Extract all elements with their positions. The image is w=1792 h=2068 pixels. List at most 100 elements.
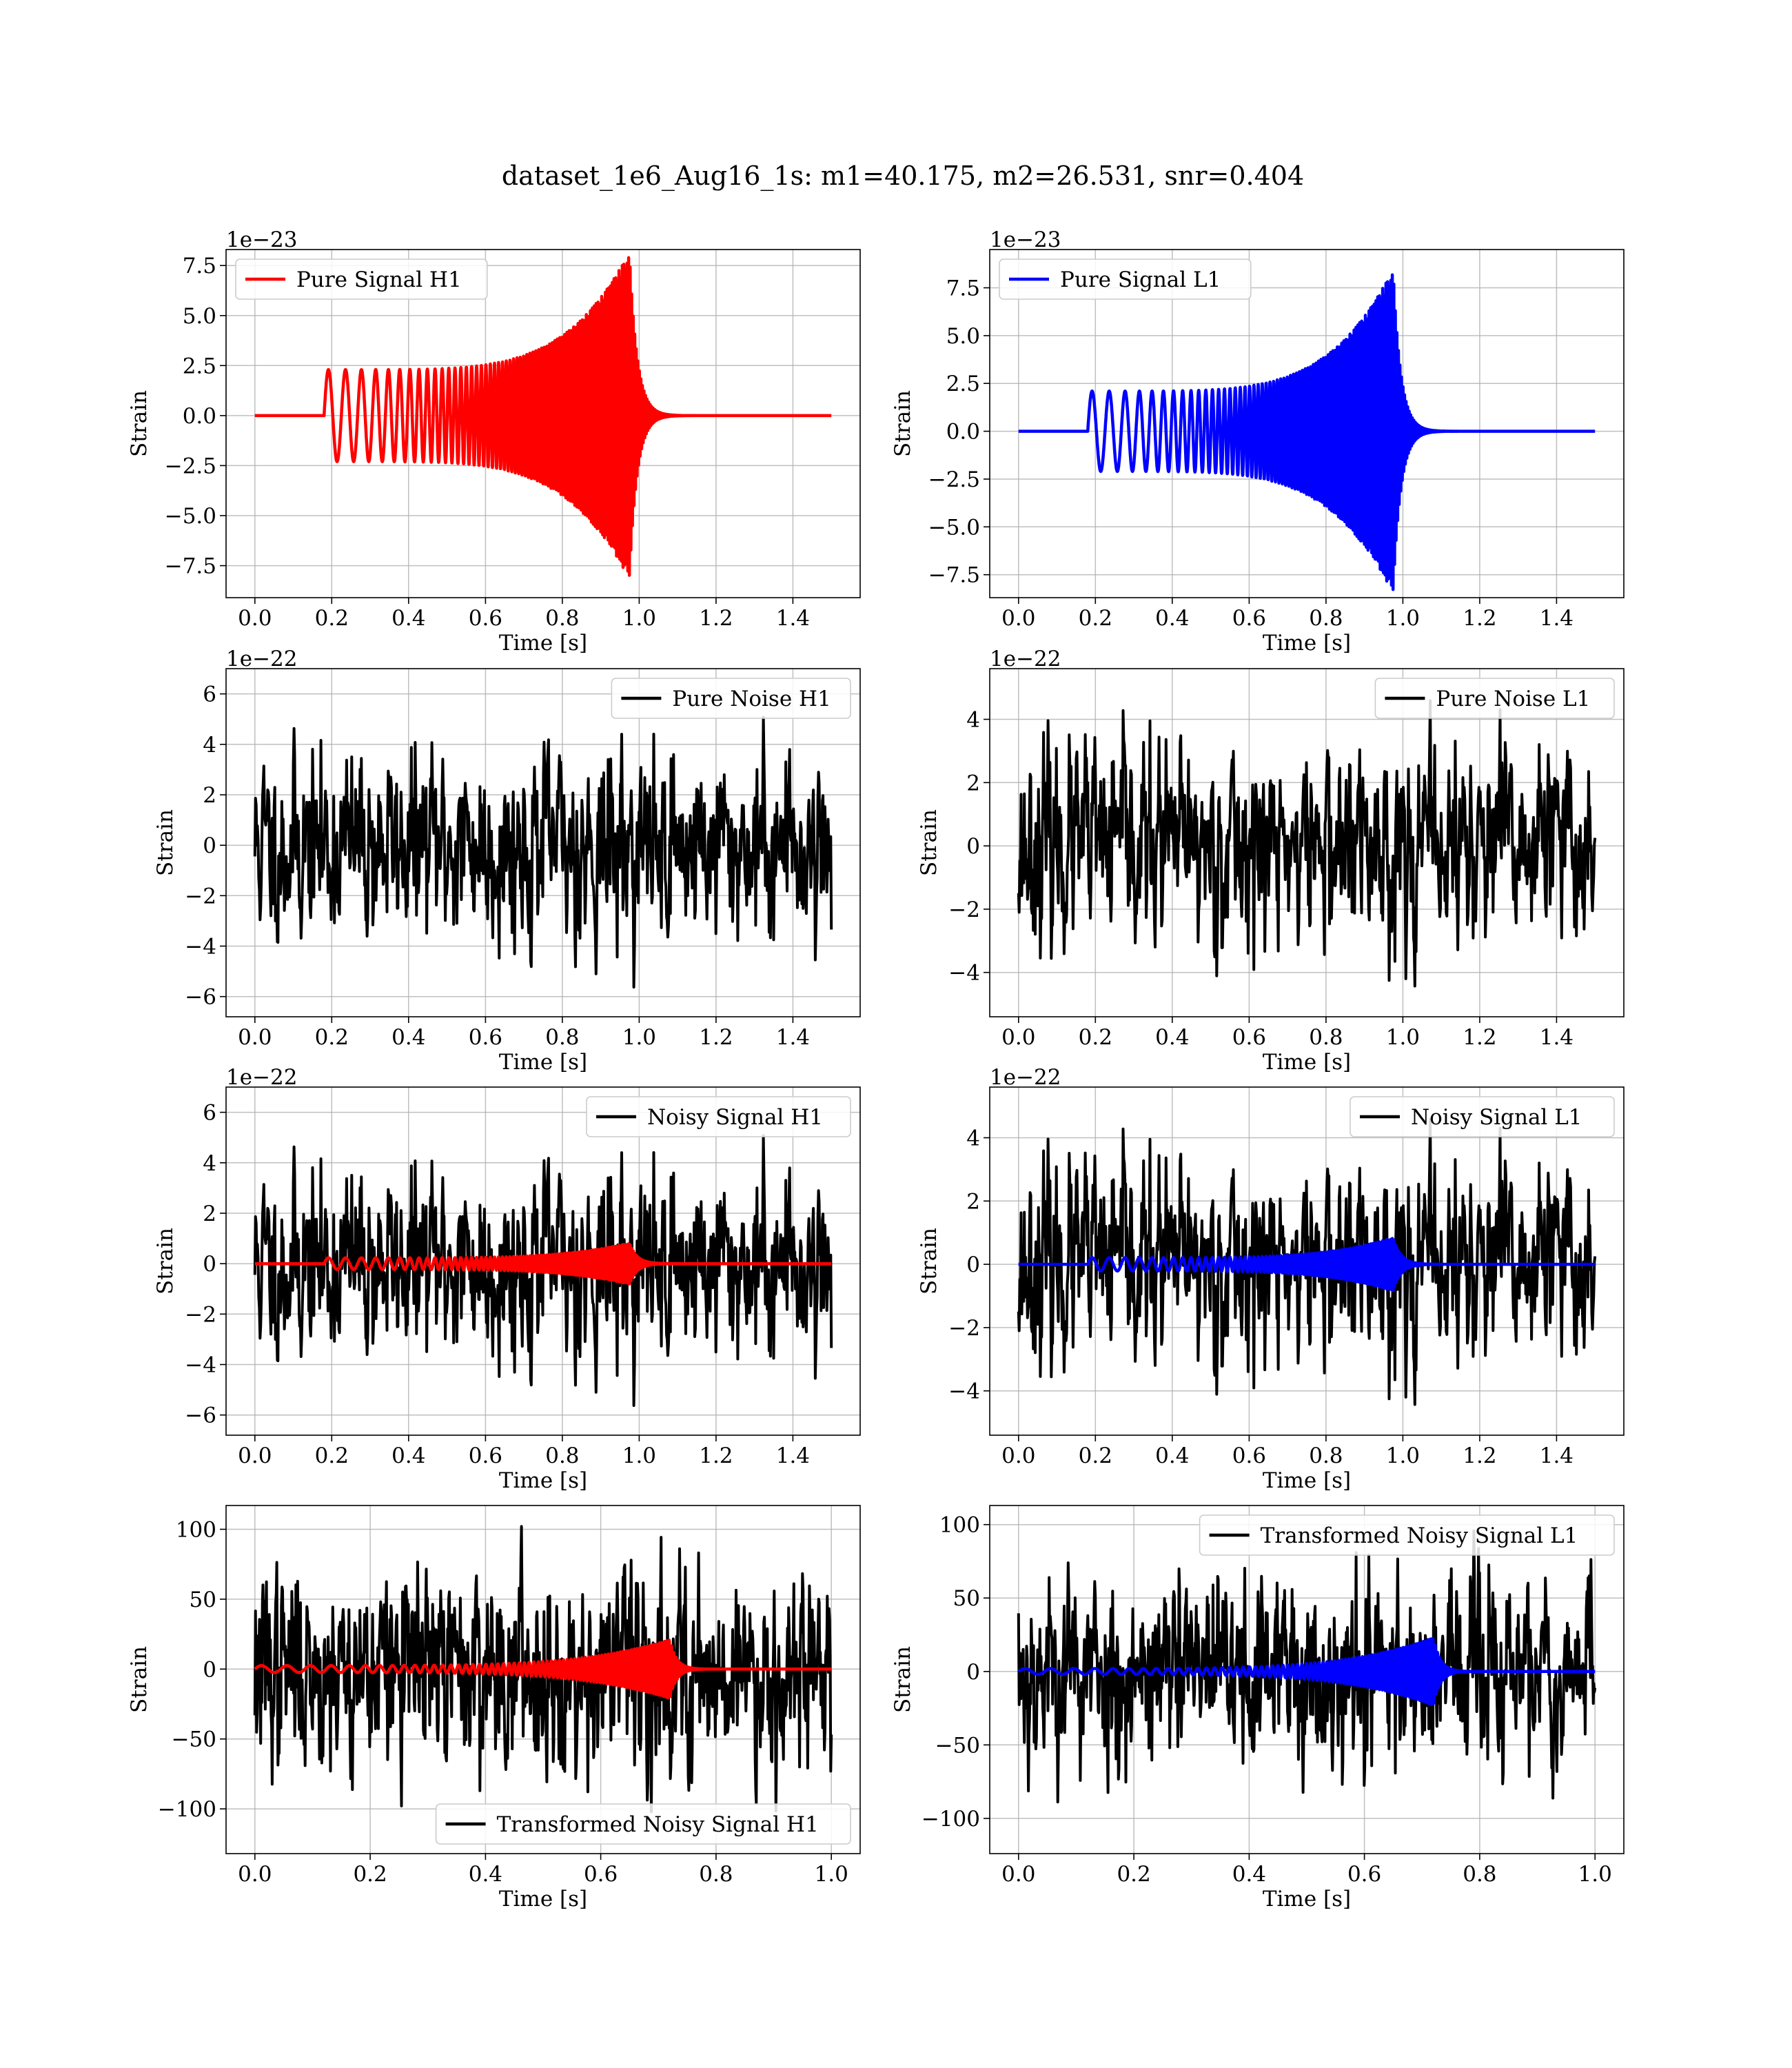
y-tick-label: 100 [939, 1513, 980, 1538]
x-tick-label: 0.0 [238, 1862, 272, 1887]
series-overlay-chirp-line [1017, 1237, 1597, 1292]
x-tick-label: 1.2 [699, 1025, 733, 1050]
x-tick-label: 1.4 [776, 1443, 810, 1468]
y-axis-label: Strain [153, 1228, 178, 1295]
y-tick-label: 0.0 [183, 404, 216, 429]
x-axis-label: Time [s] [499, 1050, 587, 1075]
legend-box [586, 1096, 851, 1137]
y-tick-label: −6 [185, 985, 216, 1010]
legend: Pure Noise L1 [1374, 678, 1615, 719]
y-tick-label: 100 [176, 1518, 216, 1543]
y-tick-label: −4 [185, 1353, 216, 1378]
x-tick-label: 0.0 [1001, 606, 1035, 631]
y-tick-label: −100 [922, 1807, 980, 1832]
y-axis-label: Strain [890, 390, 915, 457]
y-tick-label: −4 [185, 935, 216, 960]
y-tick-label: −4 [948, 1379, 980, 1404]
y-tick-label: −2 [185, 1302, 216, 1327]
x-tick-label: 0.8 [1309, 606, 1343, 631]
x-tick-label: 1.0 [1386, 606, 1420, 631]
x-axis-label: Time [s] [1263, 1050, 1351, 1075]
y-tick-label: 0 [966, 1253, 980, 1277]
y-tick-label: 4 [203, 1151, 216, 1176]
y-tick-label: 5.0 [183, 304, 216, 329]
y-tick-label: 2 [203, 783, 216, 808]
y-tick-label: 50 [953, 1586, 980, 1611]
panel-noisy-signal-h1: 0.0 0.2 0.4 0.6 0.8 1.0 1.2 1.4 −6 −4 −2 0 2 4 6 Time [… [153, 1065, 861, 1493]
y-tick-label: 2.5 [946, 372, 980, 396]
series-noise-line [1017, 699, 1597, 988]
x-tick-label: 1.2 [1463, 1025, 1496, 1050]
x-axis-label: Time [s] [1263, 1887, 1351, 1912]
x-tick-label: 0.2 [315, 1025, 349, 1050]
panel-pure-noise-h1: 0.0 0.2 0.4 0.6 0.8 1.0 1.2 1.4 −6 −4 −2 0 2 4 6 Time [… [153, 647, 861, 1075]
x-tick-label: 0.6 [469, 1443, 502, 1468]
x-tick-label: 0.8 [545, 606, 579, 631]
y-tick-label: 4 [203, 733, 216, 758]
y-offset-text: 1e−22 [990, 647, 1061, 671]
x-tick-label: 0.2 [315, 606, 349, 631]
y-tick-label: −2 [948, 1316, 980, 1341]
x-tick-label: 1.0 [1386, 1025, 1420, 1050]
x-axis-label: Time [s] [1263, 631, 1351, 656]
x-tick-label: 1.0 [622, 606, 656, 631]
legend-label: Pure Signal H1 [296, 267, 462, 292]
plot-area [253, 1525, 833, 1814]
plot-area [1017, 273, 1597, 591]
x-tick-label: 0.0 [1001, 1025, 1035, 1050]
y-tick-label: 2 [966, 1189, 980, 1214]
y-tick-label: 7.5 [183, 254, 216, 278]
plot-area [1017, 1117, 1597, 1406]
legend-box [1350, 1096, 1615, 1137]
series-overlay-chirp-line [1017, 1636, 1597, 1706]
x-tick-label: 1.4 [776, 1025, 810, 1050]
y-tick-label: −7.5 [928, 563, 980, 588]
legend-label: Pure Noise L1 [1436, 687, 1590, 711]
x-tick-label: 0.0 [1001, 1862, 1035, 1887]
y-tick-label: 7.5 [946, 276, 980, 301]
series-noise-line [253, 1134, 833, 1407]
x-tick-label: 1.4 [1540, 1025, 1574, 1050]
x-tick-label: 1.0 [1386, 1443, 1420, 1468]
series-noise-line [253, 716, 833, 989]
y-axis-label: Strain [917, 1228, 941, 1295]
y-offset-text: 1e−22 [226, 647, 298, 671]
x-tick-label: 0.6 [1232, 1025, 1266, 1050]
y-axis-label: Strain [890, 1646, 915, 1713]
x-tick-label: 0.8 [699, 1862, 733, 1887]
y-tick-label: 6 [203, 1101, 216, 1126]
y-offset-text: 1e−23 [990, 227, 1061, 252]
legend: Noisy Signal H1 [586, 1096, 851, 1137]
x-tick-label: 0.4 [391, 1443, 425, 1468]
x-tick-label: 0.6 [1347, 1862, 1381, 1887]
plot-area [1017, 1529, 1597, 1804]
x-tick-label: 1.2 [699, 606, 733, 631]
legend-label: Noisy Signal H1 [647, 1105, 823, 1130]
y-tick-label: −6 [185, 1403, 216, 1428]
x-tick-label: 1.4 [776, 606, 810, 631]
panel-transformed-noisy-signal-l1: 0.0 0.2 0.4 0.6 0.8 1.0 −100 −50 0 50 100 Time [s] S… [890, 1505, 1625, 1912]
y-offset-text: 1e−23 [226, 227, 298, 252]
y-tick-label: −4 [948, 961, 980, 986]
x-tick-label: 0.2 [1117, 1862, 1150, 1887]
y-tick-label: 2.5 [183, 354, 216, 378]
y-tick-label: −2.5 [928, 467, 980, 492]
x-tick-label: 0.8 [545, 1025, 579, 1050]
plot-area [253, 716, 833, 989]
x-tick-label: 0.8 [545, 1443, 579, 1468]
y-axis-label: Strain [153, 809, 178, 876]
plot-area [1017, 699, 1597, 988]
axes-frame [225, 1086, 861, 1436]
y-offset-text: 1e−22 [226, 1065, 298, 1090]
x-axis-label: Time [s] [499, 631, 587, 656]
x-tick-label: 0.6 [469, 606, 502, 631]
series-overlay-chirp-line [253, 1242, 833, 1286]
y-tick-label: 2 [203, 1202, 216, 1226]
y-tick-label: 0 [203, 833, 216, 858]
x-tick-label: 0.4 [1232, 1862, 1266, 1887]
x-tick-label: 1.4 [1540, 1443, 1574, 1468]
legend-label: Transformed Noisy Signal L1 [1261, 1523, 1578, 1548]
y-tick-label: 6 [203, 682, 216, 707]
x-tick-label: 0.8 [1463, 1862, 1496, 1887]
axes-frame [225, 249, 861, 598]
